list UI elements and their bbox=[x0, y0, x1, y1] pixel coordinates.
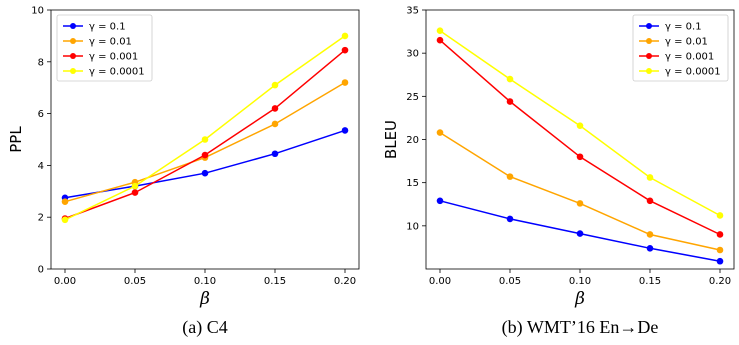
y-tick-label: 35 bbox=[406, 6, 419, 17]
legend-marker bbox=[70, 38, 76, 44]
legend-marker bbox=[646, 68, 652, 74]
data-point bbox=[271, 81, 279, 89]
series-4 bbox=[436, 27, 724, 219]
y-tick-label: 20 bbox=[406, 135, 419, 146]
y-tick-label: 0 bbox=[38, 265, 44, 276]
series-2 bbox=[436, 129, 724, 254]
data-point bbox=[201, 136, 209, 143]
x-tick-label: 0.10 bbox=[194, 276, 216, 287]
data-point bbox=[646, 244, 654, 252]
y-axis-label: BLEU bbox=[382, 120, 400, 159]
y-tick-label: 15 bbox=[406, 178, 419, 189]
data-point bbox=[576, 200, 584, 207]
y-tick-label: 30 bbox=[406, 49, 419, 60]
legend-label: γ = 0.001 bbox=[665, 52, 714, 63]
chart-panel-2: 0.00 0.05 0.10 0.15 0.20 10 15 20 25 30 35 β BLEU γ =… bbox=[382, 6, 735, 338]
legend-marker bbox=[70, 23, 76, 29]
data-point bbox=[341, 79, 349, 86]
legend-label: γ = 0.1 bbox=[89, 22, 126, 33]
data-point bbox=[506, 173, 514, 180]
x-tick-label: 0.20 bbox=[334, 276, 356, 287]
x-tick-label: 0.05 bbox=[499, 276, 521, 287]
legend-marker bbox=[70, 53, 76, 59]
y-tick-label: 2 bbox=[38, 213, 44, 224]
x-tick-label: 0.00 bbox=[429, 276, 451, 287]
legend-box bbox=[56, 14, 153, 82]
y-tick-label: 6 bbox=[38, 109, 44, 120]
legend-marker bbox=[646, 38, 652, 44]
x-tick-label: 0.15 bbox=[639, 276, 661, 287]
legend-marker bbox=[70, 68, 76, 74]
data-point bbox=[576, 122, 584, 129]
y-tick-label: 4 bbox=[38, 161, 44, 172]
data-point bbox=[61, 216, 69, 224]
data-point bbox=[271, 120, 279, 128]
data-point bbox=[131, 189, 139, 196]
legend: γ = 0.1 γ = 0.01 γ = 0.001 γ = 0.0001 bbox=[632, 14, 729, 82]
data-point bbox=[716, 212, 724, 219]
data-point bbox=[436, 27, 444, 35]
y-tick-label: 10 bbox=[406, 221, 419, 232]
legend-label: γ = 0.01 bbox=[89, 37, 132, 48]
y-tick-label: 10 bbox=[31, 6, 44, 17]
data-point bbox=[506, 98, 514, 105]
legend: γ = 0.1 γ = 0.01 γ = 0.001 γ = 0.0001 bbox=[56, 14, 153, 82]
data-point bbox=[271, 150, 279, 158]
data-point bbox=[716, 257, 724, 265]
data-point bbox=[131, 182, 139, 190]
data-point bbox=[341, 127, 349, 134]
x-axis-label: β bbox=[199, 289, 210, 309]
x-tick-label: 0.00 bbox=[54, 276, 76, 287]
x-axis-label: β bbox=[574, 289, 585, 309]
series-3 bbox=[436, 36, 724, 238]
data-point bbox=[506, 215, 514, 223]
data-point bbox=[341, 46, 349, 54]
data-point bbox=[716, 231, 724, 238]
legend-marker bbox=[646, 23, 652, 29]
legend-label: γ = 0.01 bbox=[665, 37, 708, 48]
legend-label: γ = 0.001 bbox=[89, 52, 138, 63]
figure-caption: (b) WMT’16 En→De bbox=[502, 317, 659, 338]
data-point bbox=[341, 32, 349, 40]
x-tick-label: 0.05 bbox=[124, 276, 146, 287]
data-point bbox=[271, 105, 279, 112]
data-point bbox=[646, 231, 654, 238]
x-tick-label: 0.10 bbox=[569, 276, 591, 287]
series-4 bbox=[61, 32, 349, 224]
data-point bbox=[436, 197, 444, 205]
series-1 bbox=[436, 197, 724, 265]
legend-label: γ = 0.0001 bbox=[89, 67, 145, 78]
data-point bbox=[576, 230, 584, 237]
legend-box bbox=[632, 14, 729, 82]
figure-caption: (a) C4 bbox=[182, 317, 227, 338]
data-point bbox=[61, 198, 69, 205]
data-point bbox=[576, 153, 584, 161]
legend-label: γ = 0.1 bbox=[665, 22, 702, 33]
data-point bbox=[506, 75, 514, 83]
data-point bbox=[436, 129, 444, 136]
y-tick-label: 8 bbox=[38, 57, 44, 68]
y-axis-label: PPL bbox=[7, 126, 25, 153]
data-point bbox=[436, 36, 444, 44]
x-tick-label: 0.15 bbox=[264, 276, 286, 287]
data-point bbox=[646, 197, 654, 205]
data-point bbox=[716, 246, 724, 254]
legend-marker bbox=[646, 53, 652, 59]
x-tick-label: 0.20 bbox=[709, 276, 731, 287]
data-point bbox=[201, 169, 209, 177]
data-point bbox=[201, 151, 209, 159]
legend-label: γ = 0.0001 bbox=[665, 67, 721, 78]
data-point bbox=[646, 174, 654, 181]
y-tick-label: 25 bbox=[406, 92, 419, 103]
